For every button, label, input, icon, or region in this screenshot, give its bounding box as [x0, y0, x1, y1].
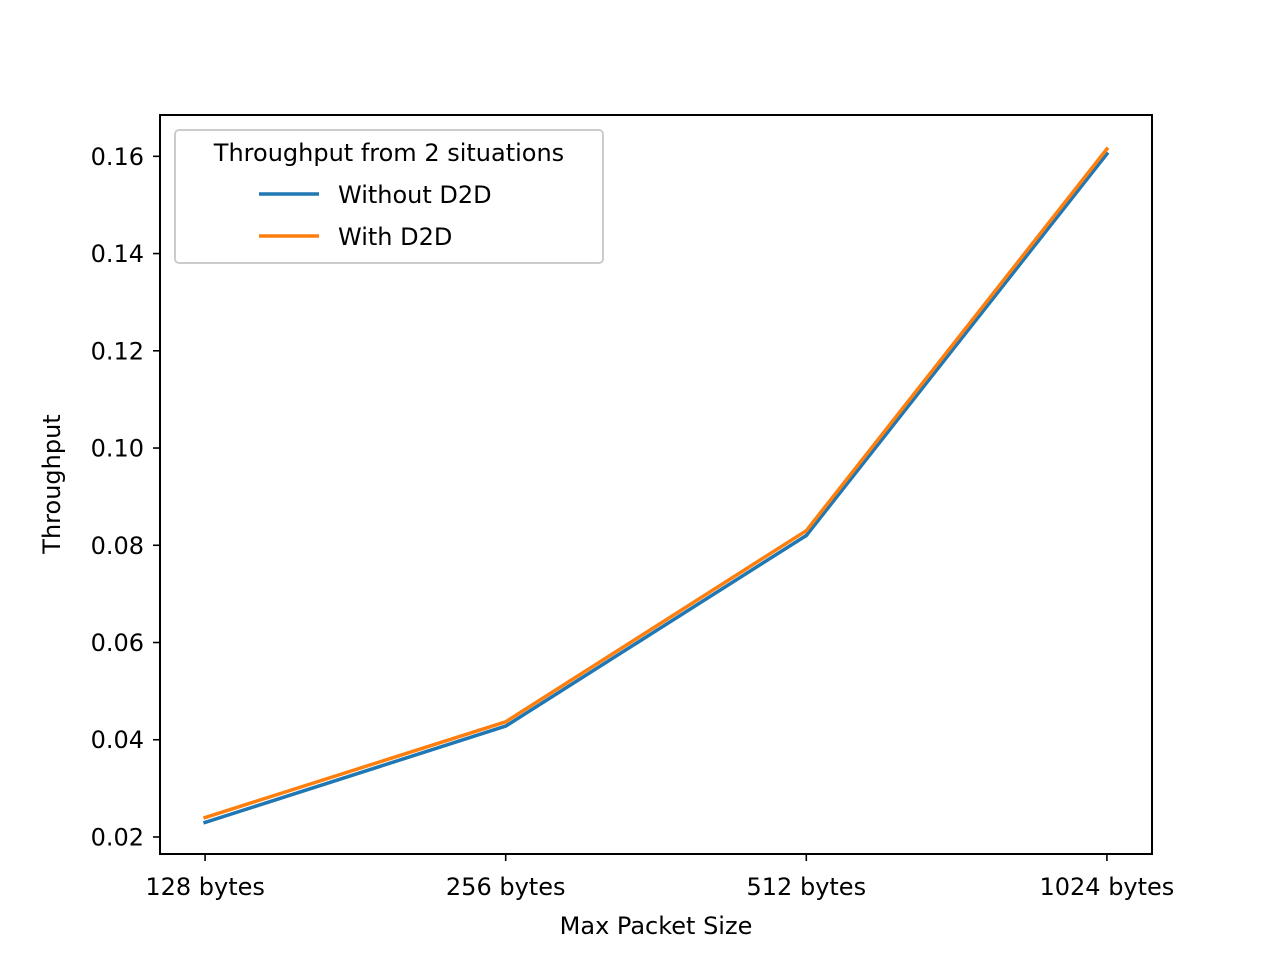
- series-lines: [202, 146, 1110, 825]
- y-tick-label: 0.14: [91, 240, 144, 268]
- x-tick-label: 256 bytes: [446, 873, 566, 901]
- x-tick-label: 512 bytes: [747, 873, 867, 901]
- legend-label: With D2D: [338, 223, 452, 251]
- x-axis: 128 bytes 256 bytes 512 bytes 1024 bytes: [145, 854, 1174, 901]
- x-tick-label: 1024 bytes: [1039, 873, 1174, 901]
- series-line-2: [202, 146, 1110, 820]
- y-tick-label: 0.12: [91, 337, 144, 365]
- y-axis: 0.02 0.04 0.06 0.08 0.10 0.12 0.14 0.16: [91, 143, 160, 851]
- y-tick-label: 0.04: [91, 726, 144, 754]
- plot-frame: [159, 114, 1153, 855]
- y-tick-label: 0.16: [91, 143, 144, 171]
- x-axis-label: Max Packet Size: [560, 912, 753, 940]
- legend-box: [174, 129, 604, 264]
- legend-title: Throughput from 2 situations: [213, 139, 564, 167]
- y-tick-label: 0.08: [91, 532, 144, 560]
- x-tick-label: 128 bytes: [145, 873, 265, 901]
- series-line-1: [202, 151, 1110, 825]
- y-tick-label: 0.02: [91, 823, 144, 851]
- y-axis-label: Throughput: [38, 414, 66, 554]
- y-tick-label: 0.10: [91, 435, 144, 463]
- legend-label: Without D2D: [338, 181, 492, 209]
- legend: Throughput from 2 situations Without D2D…: [174, 129, 604, 264]
- y-tick-label: 0.06: [91, 629, 144, 657]
